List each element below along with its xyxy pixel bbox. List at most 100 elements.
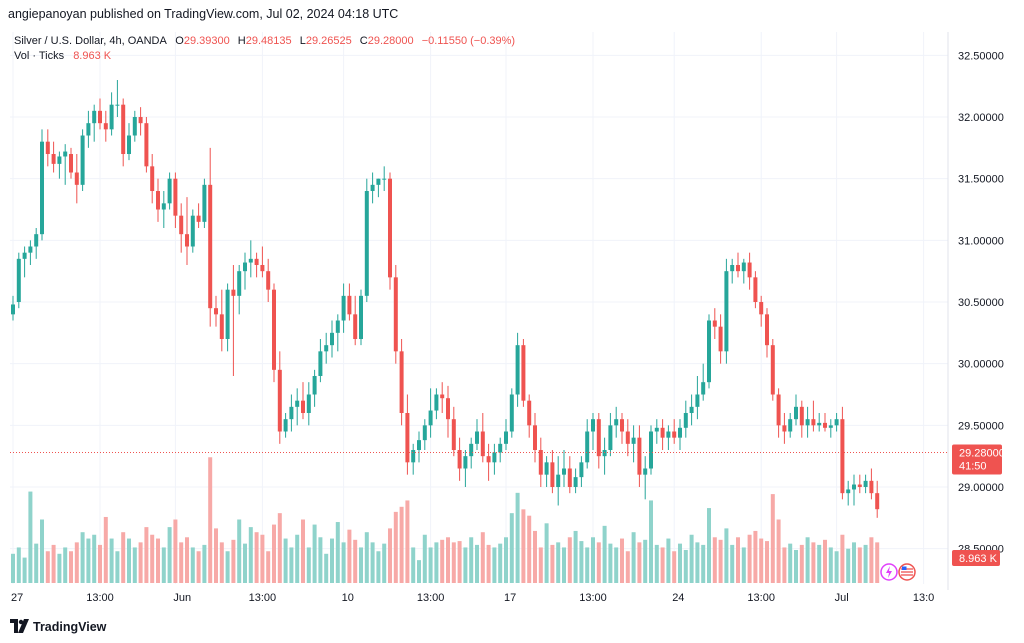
time-axis[interactable]: 27 13:00 Jun 13:00 10 13:00 17 13:00 24 13:00 Jul 1… xyxy=(11,592,934,604)
candle-body xyxy=(672,431,677,438)
candle-body xyxy=(695,394,700,407)
legend-row-1: Silver / U.S. Dollar, 4h, OANDA O29.3930… xyxy=(14,35,515,47)
candle xyxy=(712,308,717,340)
tradingview-logo-icon xyxy=(10,619,29,633)
volume-bar xyxy=(863,544,868,583)
candle xyxy=(156,178,160,222)
legend-row-2: Vol · Ticks 8.963 K xyxy=(14,50,112,62)
candle-body xyxy=(643,468,648,475)
time-tick-label: Jul xyxy=(835,592,849,604)
volume-bar xyxy=(34,543,39,583)
volume-bar xyxy=(747,534,752,583)
volume-bar xyxy=(492,547,497,583)
volume-bar xyxy=(480,532,485,583)
candle-body xyxy=(567,468,572,487)
candle-body xyxy=(156,191,160,210)
volume-bar xyxy=(11,553,15,583)
volume-bar xyxy=(382,543,387,583)
candle-body xyxy=(405,413,410,463)
candle-body xyxy=(312,376,317,395)
volume-bar xyxy=(208,457,213,583)
volume-bar xyxy=(248,527,253,583)
candle-body xyxy=(289,406,294,420)
candle-body xyxy=(347,295,352,315)
time-tick-label: 13:00 xyxy=(747,592,775,604)
candle-body xyxy=(422,425,427,441)
volume-bar xyxy=(86,538,91,583)
price-tick-label: 32.50000 xyxy=(958,50,1004,62)
candle xyxy=(202,178,207,229)
candle-body xyxy=(614,419,619,426)
candle xyxy=(625,419,630,457)
price-chart[interactable]: Silver / U.S. Dollar, 4h, OANDA O29.3930… xyxy=(0,28,1024,612)
volume-bar xyxy=(417,560,421,583)
volume-bar xyxy=(666,538,671,583)
volume-bar xyxy=(115,551,120,583)
price-axis[interactable]: 32.50000 32.00000 31.50000 31.00000 30.50000… xyxy=(958,50,1004,555)
candle-body xyxy=(562,468,566,475)
candle xyxy=(457,437,462,481)
volume-bar xyxy=(707,508,711,583)
candle-body xyxy=(823,422,827,428)
volume-bars xyxy=(11,457,880,583)
volume-bar xyxy=(515,492,520,583)
volume-bar xyxy=(353,539,358,583)
time-tick-label: 13:00 xyxy=(86,592,114,604)
candle xyxy=(173,172,178,229)
candle xyxy=(805,406,810,438)
volume-bar xyxy=(788,543,793,583)
volume-bar xyxy=(504,537,508,583)
candle xyxy=(422,419,427,451)
candle xyxy=(660,419,665,451)
candle-body xyxy=(98,110,102,124)
candle-body xyxy=(782,425,787,432)
candle xyxy=(637,425,642,487)
volume-bar xyxy=(80,532,85,583)
legend-low-value: 29.26525 xyxy=(306,35,352,47)
candle-body xyxy=(185,234,189,247)
candle-body xyxy=(80,135,85,185)
candle-body xyxy=(57,156,62,164)
volume-bar xyxy=(672,551,677,583)
candle xyxy=(190,209,195,253)
legend-close-value: 29.28000 xyxy=(368,35,414,47)
volume-bar xyxy=(295,534,300,583)
candle xyxy=(324,332,329,364)
volume-bar xyxy=(736,537,740,583)
us-flag-icon[interactable] xyxy=(898,563,916,581)
price-badge-countdown: 41:50 xyxy=(959,460,987,472)
volume-bar xyxy=(811,542,816,583)
volume-bar xyxy=(544,523,549,583)
candle xyxy=(28,240,33,266)
candle xyxy=(463,450,468,487)
candle-body xyxy=(388,178,392,278)
candle-body xyxy=(707,320,711,383)
volume-bar xyxy=(173,519,178,583)
candle-body xyxy=(724,271,729,352)
volume-bar xyxy=(179,542,184,583)
candle xyxy=(208,147,213,327)
candle-body xyxy=(840,419,845,494)
legend-open-value: 29.39300 xyxy=(184,35,230,47)
volume-badge: 8.963 K xyxy=(952,550,1000,566)
dividend-icon[interactable] xyxy=(880,563,898,581)
candle xyxy=(724,258,729,364)
candle-body xyxy=(318,351,323,377)
legend-open-label: O xyxy=(175,35,184,47)
candle-body xyxy=(649,431,653,469)
candle-body xyxy=(846,489,851,494)
volume-bar xyxy=(469,537,474,583)
candle-body xyxy=(219,314,224,340)
candle-body xyxy=(712,320,717,327)
events-markers[interactable] xyxy=(880,563,916,581)
candle xyxy=(353,295,358,346)
volume-bar xyxy=(770,494,775,583)
candle xyxy=(74,154,79,204)
candle xyxy=(689,394,694,426)
candle-body xyxy=(828,425,833,428)
candle-body xyxy=(196,215,201,222)
volume-bar xyxy=(527,515,532,583)
price-tick-label: 32.00000 xyxy=(958,112,1004,124)
volume-bar xyxy=(846,548,851,583)
volume-bar xyxy=(434,542,439,583)
